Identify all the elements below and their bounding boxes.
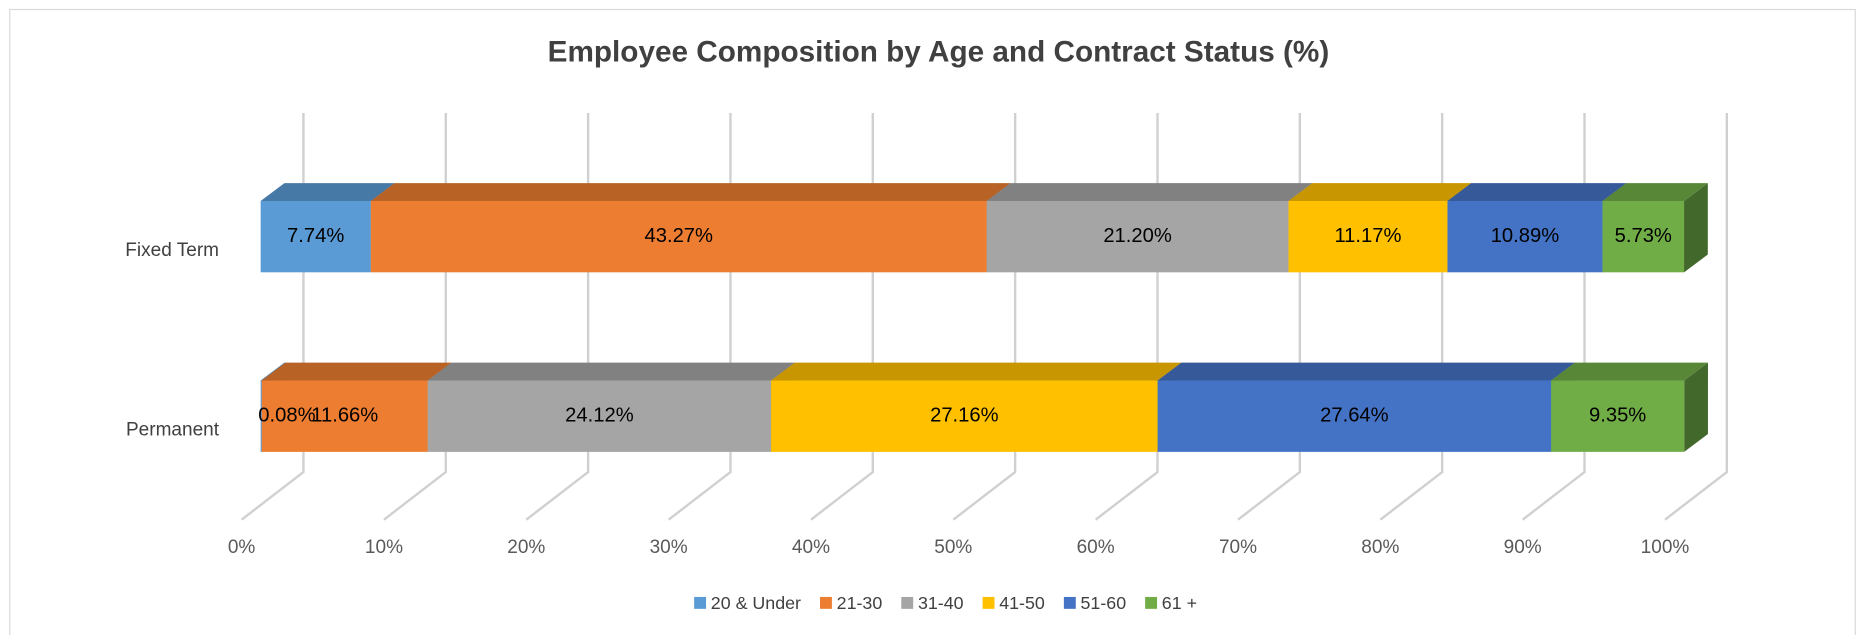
- category-label: Permanent: [126, 419, 220, 440]
- legend-swatch: [1063, 596, 1076, 609]
- bar-top: [1157, 362, 1575, 381]
- grid-line: [1094, 112, 1159, 521]
- x-tick-label: 0%: [228, 537, 256, 558]
- x-tick-label: 80%: [1361, 537, 1399, 558]
- grid-line: [1379, 112, 1444, 521]
- x-tick-label: 50%: [934, 537, 972, 558]
- bar-top: [986, 183, 1313, 201]
- bar-top: [260, 183, 395, 201]
- data-label: 0.08%: [258, 405, 315, 427]
- x-tick-label: 40%: [792, 537, 830, 558]
- x-tick-label: 20%: [507, 537, 545, 558]
- bar-top: [1288, 183, 1472, 201]
- legend-swatch: [982, 596, 995, 609]
- bar-front: [427, 380, 772, 452]
- bar-top: [1602, 183, 1708, 201]
- bar-front: [1288, 200, 1448, 273]
- bar-top: [370, 183, 1011, 201]
- bar-top: [1447, 183, 1627, 201]
- bar-front: [1551, 380, 1685, 452]
- bar-segment: [427, 362, 795, 452]
- x-tick-label: 90%: [1504, 537, 1542, 558]
- legend-label: 21-30: [837, 593, 883, 613]
- grid-line: [952, 112, 1017, 521]
- grid-line: [525, 112, 590, 521]
- legend-label: 41-50: [999, 593, 1045, 613]
- bar-front: [1602, 200, 1685, 273]
- bar-top: [771, 362, 1182, 381]
- bar-front: [260, 200, 371, 273]
- legend-label: 20 & Under: [711, 593, 801, 613]
- x-tick-label: 70%: [1219, 537, 1257, 558]
- bar-segment: [771, 362, 1182, 452]
- bar-front: [260, 380, 262, 452]
- legend-swatch: [901, 596, 914, 609]
- data-label: 7.74%: [287, 225, 344, 247]
- bar-segment: [1551, 362, 1708, 452]
- category-label: Fixed Term: [125, 240, 219, 261]
- bar-side: [1684, 183, 1708, 273]
- x-tick-label: 60%: [1077, 537, 1115, 558]
- data-label: 43.27%: [644, 225, 713, 247]
- data-label: 27.64%: [1320, 405, 1389, 427]
- grid-line: [1664, 112, 1729, 521]
- bar-front: [1157, 380, 1552, 452]
- legend-swatch: [820, 596, 832, 609]
- bar-front: [771, 380, 1158, 452]
- chart-title: Employee Composition by Age and Contract…: [548, 35, 1330, 68]
- grid-line: [667, 112, 732, 521]
- grid-line: [383, 112, 447, 521]
- bar-top: [261, 362, 452, 381]
- grid-line: [1237, 112, 1302, 521]
- grid-line: [240, 112, 305, 521]
- bar-segment: [1602, 183, 1708, 273]
- legend-swatch: [1145, 596, 1158, 609]
- data-label: 5.73%: [1615, 225, 1672, 247]
- legend-label: 31-40: [918, 593, 964, 613]
- x-tick-label: 100%: [1641, 537, 1690, 558]
- data-label: 9.35%: [1589, 405, 1646, 427]
- legend-label: 51-60: [1081, 593, 1127, 613]
- data-label: 11.66%: [311, 405, 378, 427]
- x-tick-label: 30%: [650, 537, 688, 558]
- bar-front: [986, 200, 1289, 273]
- bar-top: [427, 362, 795, 381]
- chart-frame: [9, 8, 1856, 635]
- bar-top: [260, 362, 286, 381]
- legend-swatch: [694, 596, 707, 609]
- legend-label: 61 +: [1162, 593, 1197, 613]
- data-label: 21.20%: [1103, 225, 1172, 247]
- bar-front: [370, 200, 987, 273]
- data-label: 11.17%: [1334, 225, 1401, 247]
- data-label: 27.16%: [930, 405, 999, 427]
- grid-line: [810, 112, 874, 521]
- bar-segment: [370, 183, 1011, 273]
- grid-line: [1521, 112, 1586, 521]
- x-tick-label: 10%: [365, 537, 403, 558]
- bar-top: [1551, 362, 1708, 381]
- bar-front: [261, 380, 428, 452]
- bar-side: [1684, 362, 1708, 452]
- bar-front: [1447, 200, 1603, 273]
- data-label: 10.89%: [1491, 225, 1560, 247]
- data-label: 24.12%: [565, 405, 634, 427]
